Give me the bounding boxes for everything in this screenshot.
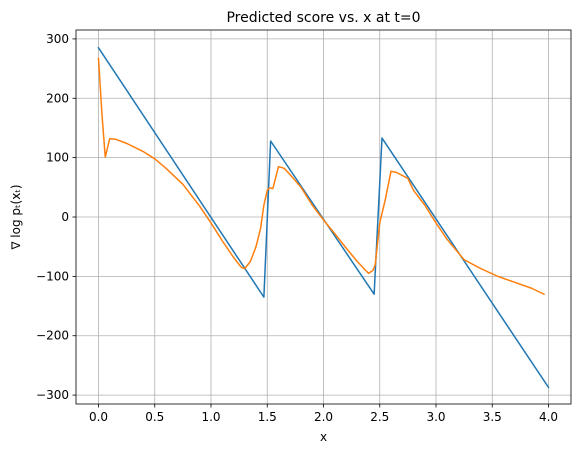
x-tick-label-5: 2.5 — [370, 410, 389, 424]
y-tick-label-2: −100 — [36, 269, 69, 283]
x-tick-label-8: 4.0 — [539, 410, 558, 424]
x-tick-label-7: 3.5 — [483, 410, 502, 424]
x-tick-label-4: 2.0 — [314, 410, 333, 424]
x-tick-label-6: 3.0 — [426, 410, 445, 424]
x-tick-label-3: 1.5 — [258, 410, 277, 424]
grid — [76, 30, 571, 404]
y-tick-label-5: 200 — [46, 91, 69, 105]
y-tick-label-6: 300 — [46, 32, 69, 46]
y-tick-label-3: 0 — [61, 210, 69, 224]
series-layer — [97, 46, 550, 389]
y-tick-label-0: −300 — [36, 388, 69, 402]
x-ticks: 0.0 0.5 1.0 1.5 2.0 2.5 3.0 3.5 4.0 — [89, 404, 558, 424]
y-tick-label-4: 100 — [46, 151, 69, 165]
series-line-1 — [97, 57, 546, 296]
x-tick-label-0: 0.0 — [89, 410, 108, 424]
x-tick-label-1: 0.5 — [145, 410, 164, 424]
chart-title: Predicted score vs. x at t=0 — [226, 10, 420, 26]
y-ticks: −300 −200 −100 0 100 200 300 — [36, 32, 76, 402]
y-tick-label-1: −200 — [36, 329, 69, 343]
x-axis-label: x — [320, 430, 327, 444]
y-axis-label: ∇ log pₜ(xₜ) — [9, 184, 23, 250]
x-tick-label-2: 1.0 — [201, 410, 220, 424]
